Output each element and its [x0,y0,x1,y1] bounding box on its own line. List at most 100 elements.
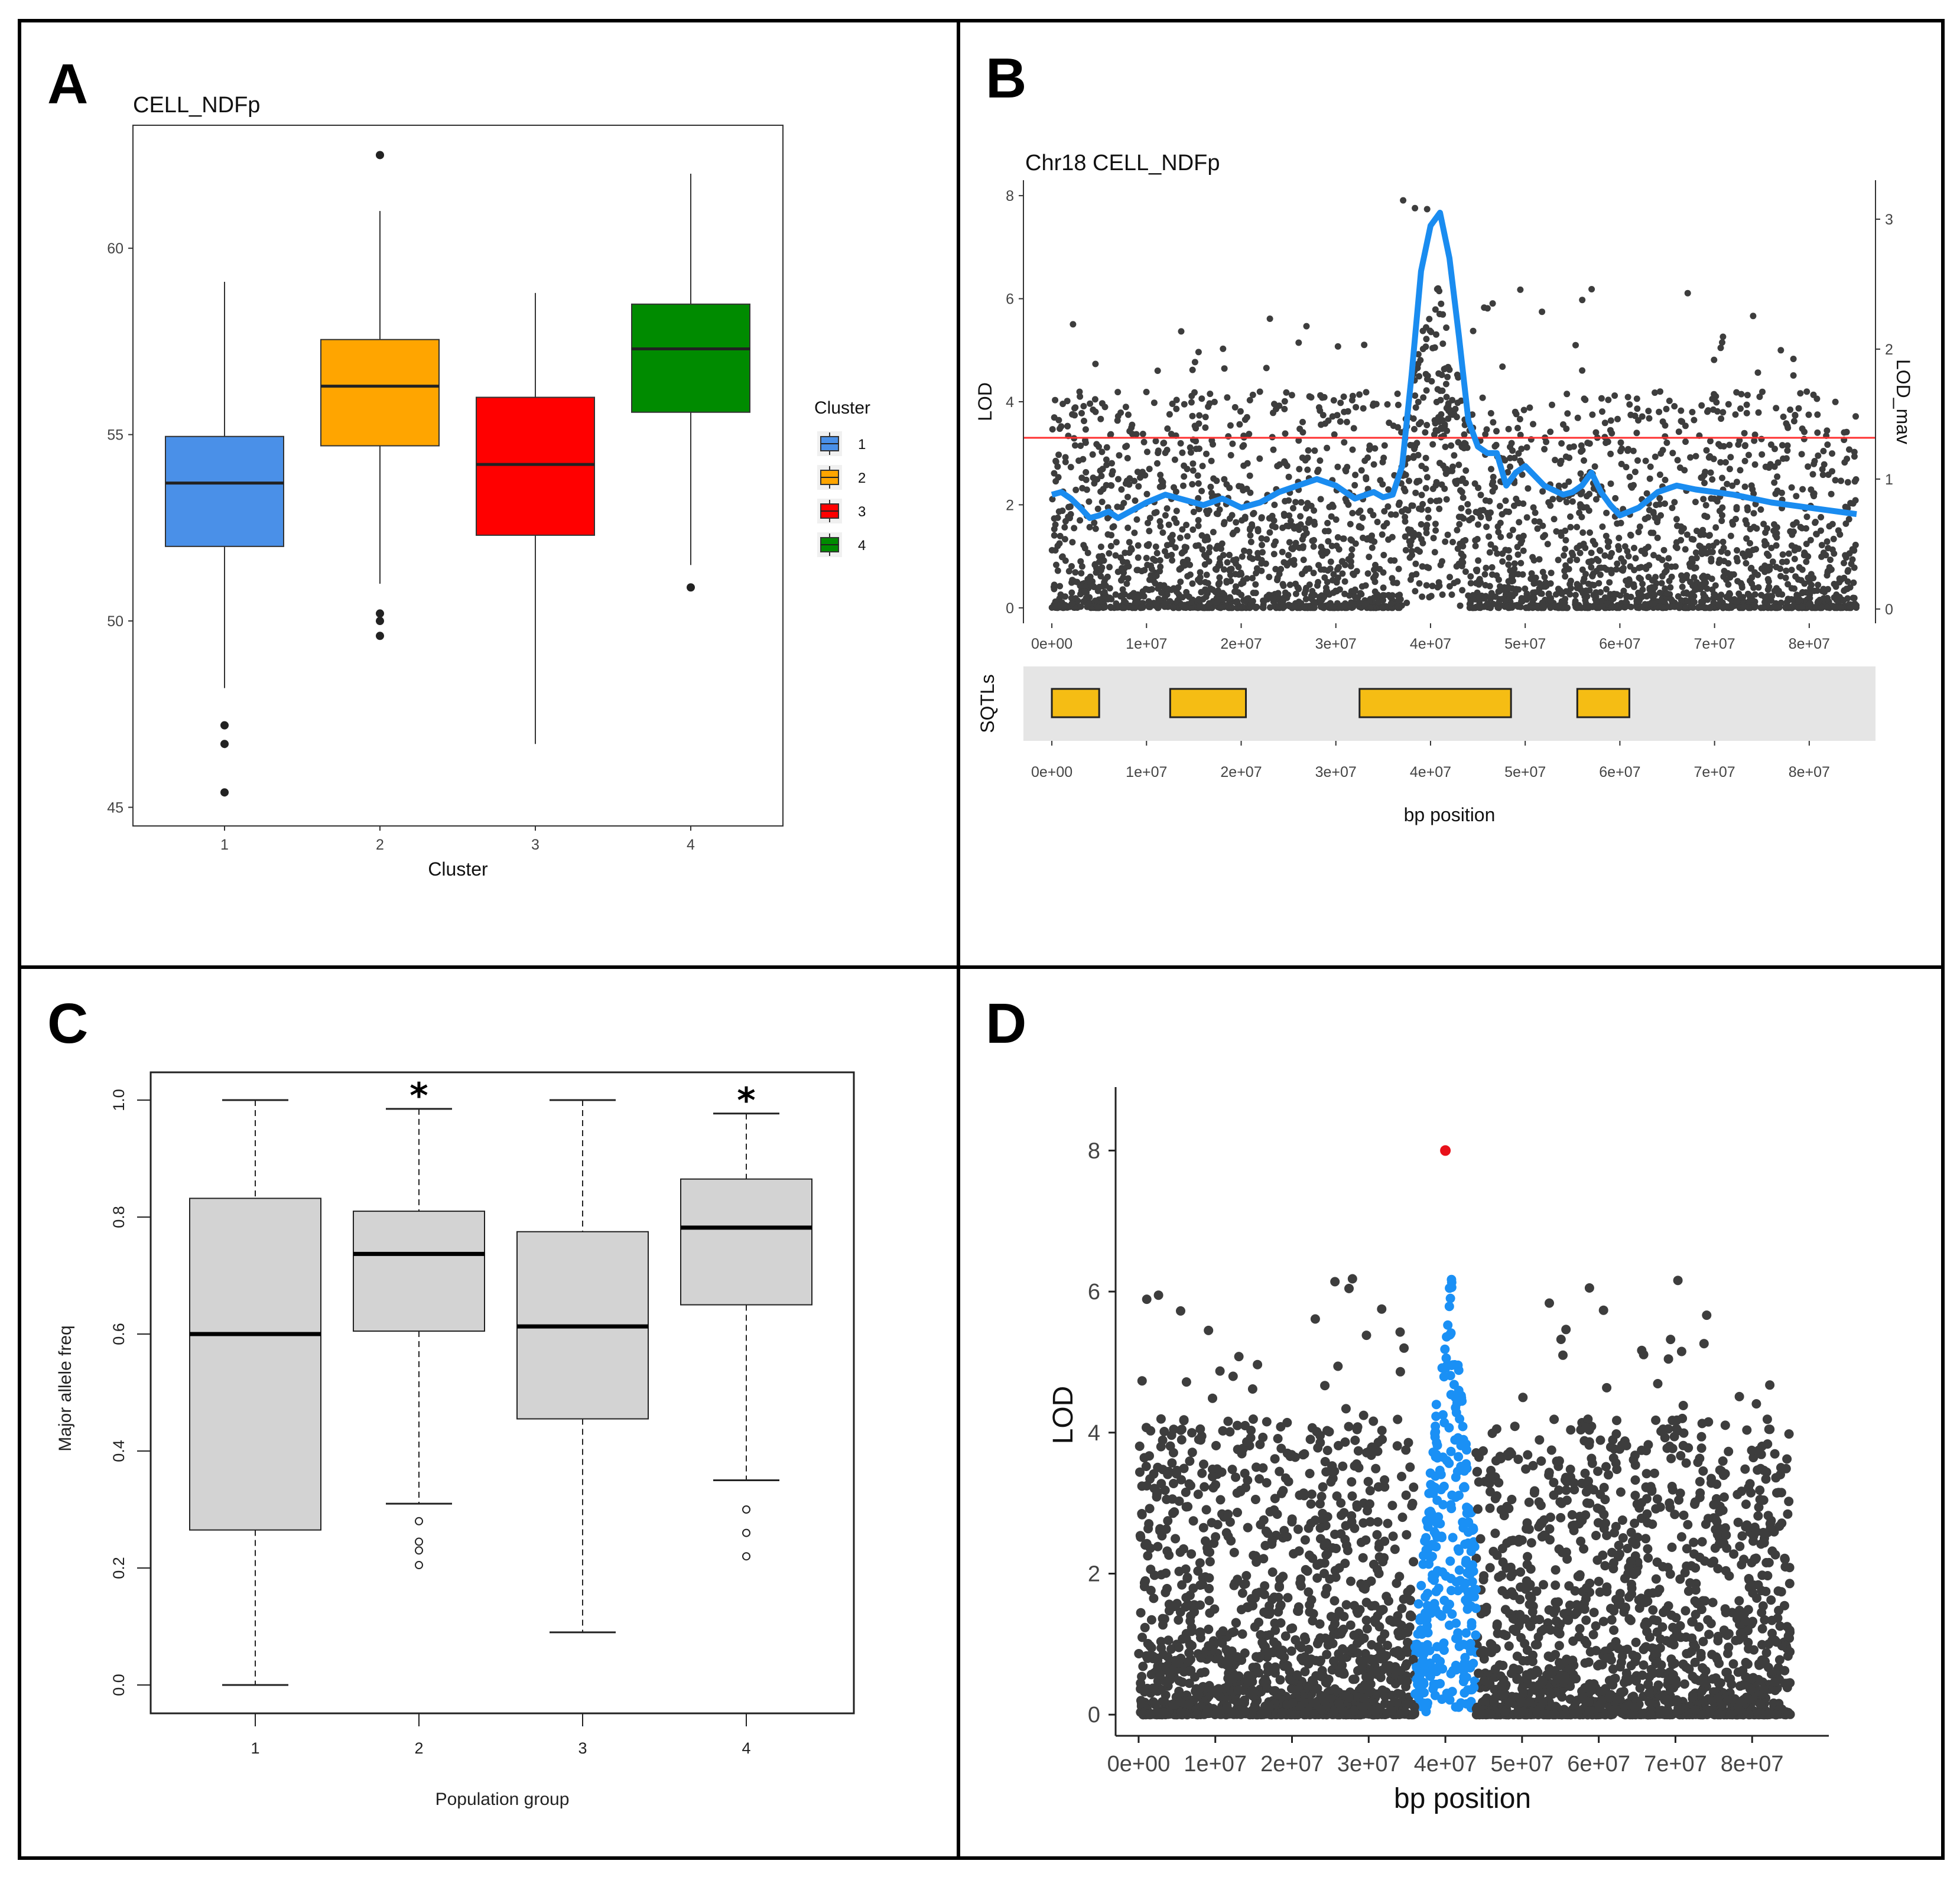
snp-point [1091,519,1098,526]
snp-point [1116,452,1123,459]
snp-point [1510,1421,1520,1432]
snp-point [1120,569,1127,576]
snp-point [1457,602,1464,609]
panel-c-y-axis: 0.00.20.40.60.81.0 [110,1089,151,1696]
snp-point [1754,1502,1764,1512]
snp-point [1097,558,1104,565]
snp-point [1852,476,1860,483]
snp-point [1612,495,1619,502]
snp-point [1520,500,1527,507]
snp-point [1174,1615,1184,1625]
snp-point [1577,586,1584,593]
snp-point [1460,538,1467,545]
snp-point [1246,396,1253,404]
snp-point [1085,498,1093,505]
snp-point [1517,540,1525,546]
snp-point [1489,488,1496,495]
snp-point [1412,489,1419,496]
snp-point [1684,289,1691,297]
snp-point [1402,533,1409,540]
legend-entry-3: 3 [858,504,866,520]
snp-point [1218,545,1224,552]
snp-point [1803,541,1810,548]
snp-point [1630,447,1637,454]
snp-point [1566,557,1574,564]
snp-point [1751,461,1759,468]
snp-point [1415,531,1422,538]
snp-point [1096,584,1103,590]
snp-point [1454,526,1461,534]
snp-point [1698,598,1705,606]
snp-point [1353,404,1360,411]
snp-point [1439,417,1446,424]
snp-point [1636,564,1643,571]
snp-point [1724,480,1731,487]
snp-point [1399,508,1406,515]
snp-point [1818,553,1825,560]
snp-point [1734,578,1741,585]
snp-point [1803,388,1811,395]
snp-point [1759,388,1766,395]
snp-point [1472,542,1479,549]
snp-point [1104,573,1111,580]
snp-point [1206,400,1213,407]
snp-point [1523,1551,1532,1562]
snp-point [1511,454,1518,461]
snp-point [1797,523,1804,531]
snp-point [1270,446,1277,453]
snp-point [1525,485,1532,492]
snp-point [1840,597,1847,604]
snp-point [1605,396,1612,404]
snp-point [1317,457,1324,464]
snp-point [1651,584,1658,591]
y-tick-label: 1.0 [110,1089,128,1111]
snp-point [1767,593,1774,600]
snp-point [1636,523,1643,530]
snp-point [1723,576,1730,583]
snp-point [1415,398,1422,405]
snp-point [1082,439,1089,446]
snp-point [1312,1560,1322,1570]
x-tick-label: 7e+07 [1694,636,1735,652]
panel-letter-d: D [986,992,1026,1055]
snp-point [1361,457,1369,464]
snp-point [1539,568,1546,575]
snp-point [1160,440,1167,447]
snp-point [1572,601,1579,608]
snp-point [1717,596,1724,603]
snp-point [1483,523,1490,531]
snp-point [1759,565,1765,572]
snp-point [1549,401,1555,408]
snp-point [1666,577,1673,584]
snp-point [1809,471,1816,478]
snp-point [1145,519,1151,526]
snp-point [1488,481,1496,488]
snp-point [1650,509,1657,516]
snp-point [1682,546,1689,553]
snp-point [1139,604,1146,611]
snp-point [1748,1453,1759,1463]
snp-point [1561,567,1568,574]
x-tick-label: 1 [220,837,229,853]
snp-point [1288,545,1295,552]
snp-point [1679,1679,1689,1689]
snp-point [1585,1498,1595,1508]
snp-point [1623,464,1630,471]
snp-point [1415,351,1422,358]
snp-point [1340,393,1347,400]
snp-point [1564,410,1571,417]
outlier-point [687,583,695,592]
snp-point [1075,457,1083,464]
snp-point [1616,535,1623,542]
snp-point [1392,511,1399,518]
snp-point [1635,417,1642,424]
snp-point [1337,1660,1347,1670]
snp-point [1311,536,1317,544]
snp-point [1240,462,1247,469]
snp-point [1652,389,1658,396]
snp-point [1656,589,1663,596]
snp-point [1439,340,1447,347]
snp-point [1081,588,1088,596]
snp-point [1170,585,1177,592]
